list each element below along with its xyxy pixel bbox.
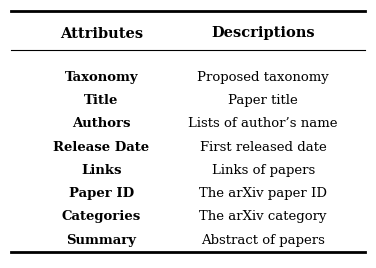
Text: Links of papers: Links of papers: [212, 164, 315, 177]
Text: Paper title: Paper title: [228, 94, 298, 107]
Text: Attributes: Attributes: [60, 27, 143, 40]
Text: Authors: Authors: [72, 117, 131, 130]
Text: The arXiv paper ID: The arXiv paper ID: [199, 187, 327, 200]
Text: Proposed taxonomy: Proposed taxonomy: [197, 71, 329, 84]
Text: Lists of author’s name: Lists of author’s name: [188, 117, 338, 130]
Text: Descriptions: Descriptions: [211, 27, 315, 40]
Text: The arXiv category: The arXiv category: [199, 210, 327, 224]
Text: Links: Links: [81, 164, 122, 177]
Text: Release Date: Release Date: [53, 141, 150, 154]
Text: Paper ID: Paper ID: [69, 187, 134, 200]
Text: Taxonomy: Taxonomy: [65, 71, 138, 84]
Text: Summary: Summary: [67, 234, 136, 247]
Text: First released date: First released date: [200, 141, 327, 154]
Text: Categories: Categories: [62, 210, 141, 224]
Text: Title: Title: [84, 94, 119, 107]
Text: Abstract of papers: Abstract of papers: [201, 234, 325, 247]
